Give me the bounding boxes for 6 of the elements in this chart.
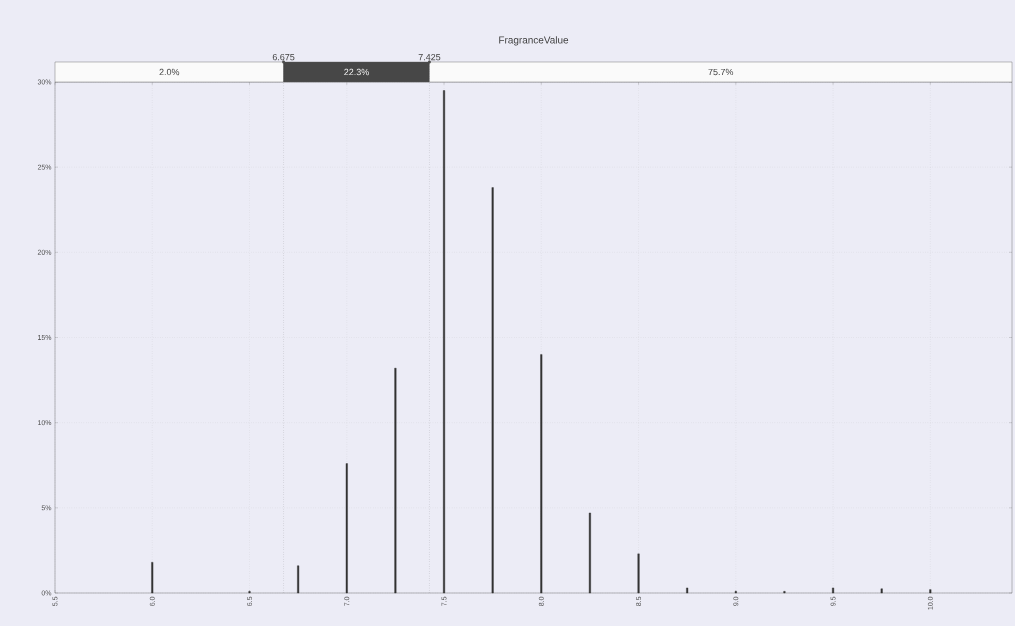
text: 2.0% <box>159 68 180 76</box>
chart-title: FragranceValue <box>499 36 569 46</box>
text: 22.3% <box>344 68 369 76</box>
ref-line-label: 6.675 <box>272 53 295 61</box>
ref-line-label: 7.425 <box>418 53 441 61</box>
text: 75.7% <box>708 68 734 76</box>
